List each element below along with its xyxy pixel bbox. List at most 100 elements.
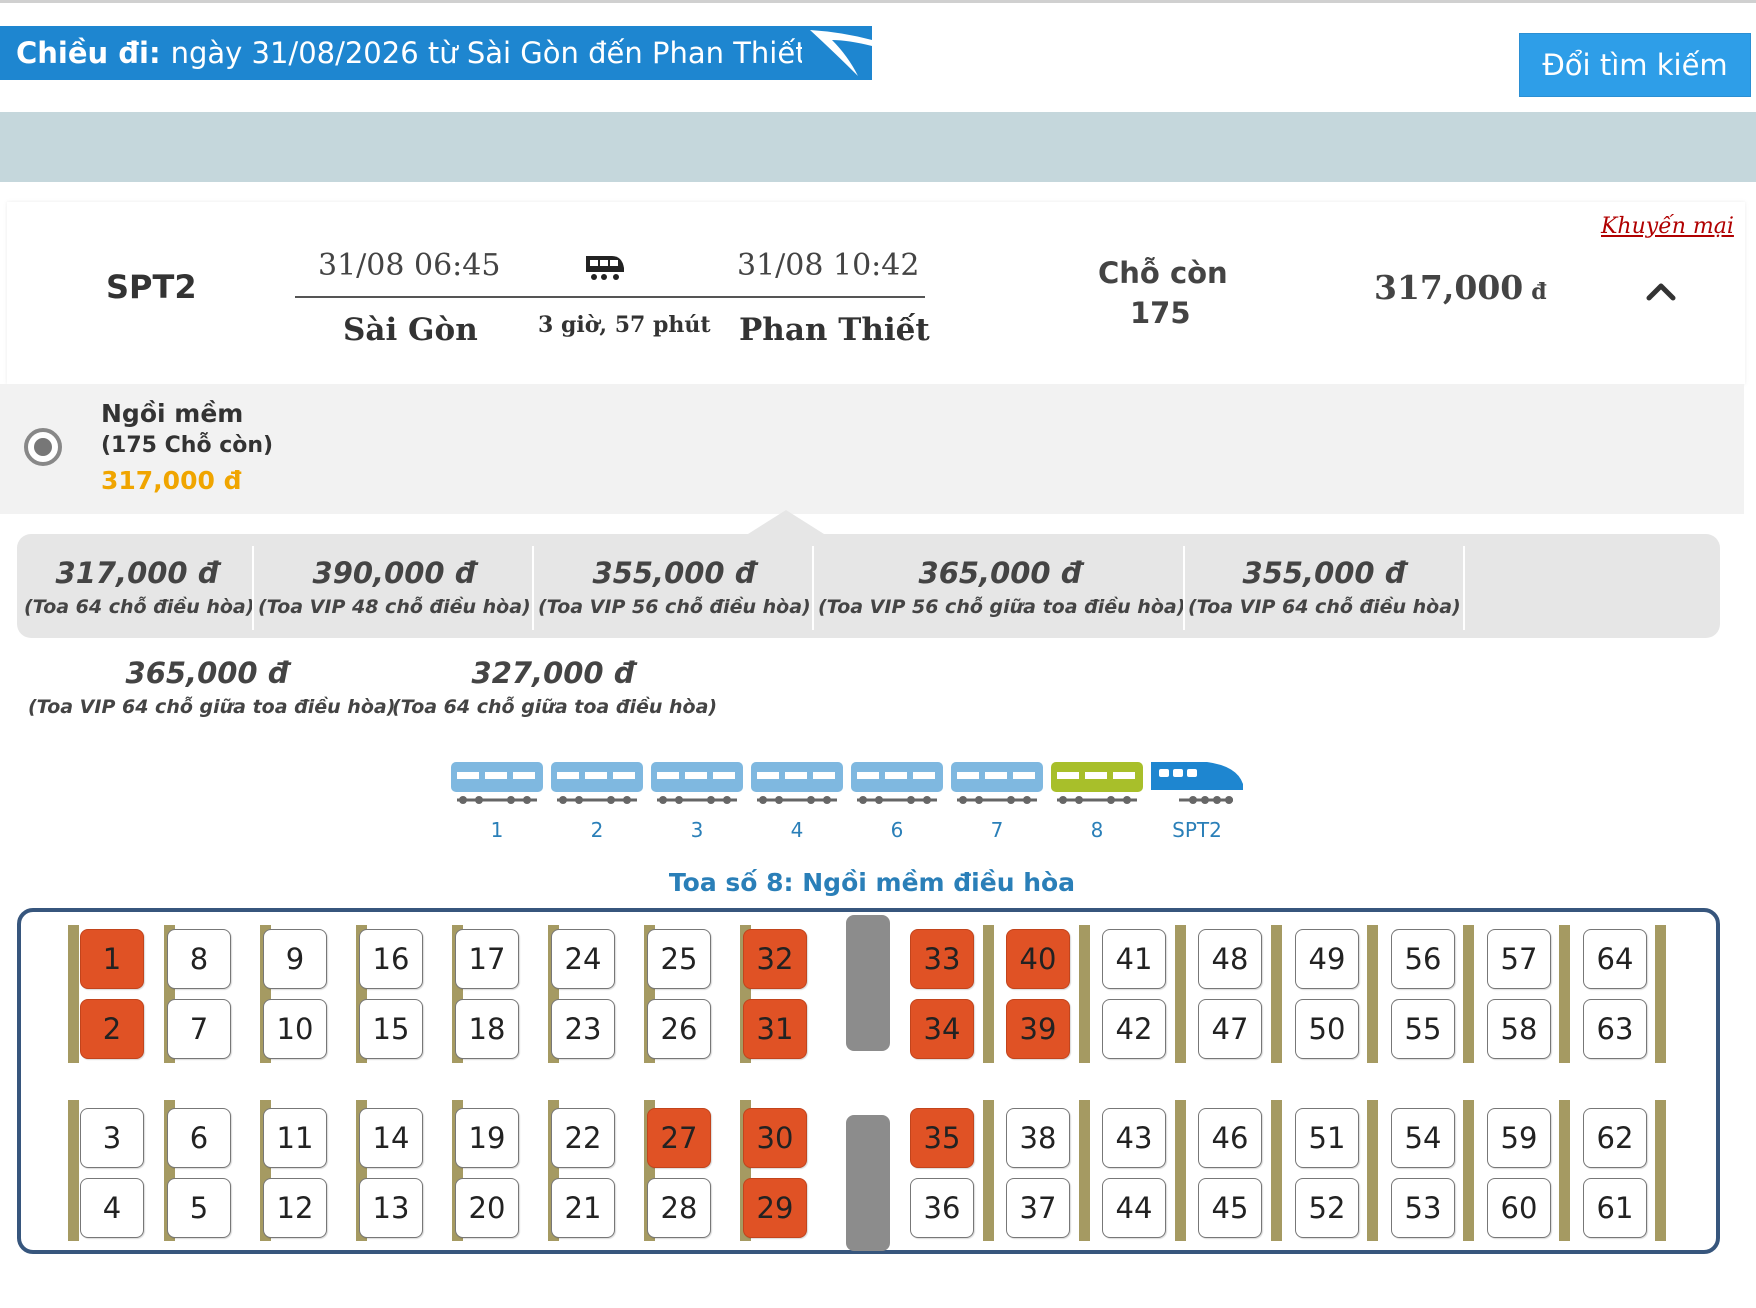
car-label[interactable]: 1 [490, 818, 504, 842]
seat-60[interactable]: 60 [1487, 1178, 1551, 1238]
car-label[interactable]: 4 [790, 818, 804, 842]
locomotive-icon[interactable] [1149, 758, 1245, 808]
promotion-link[interactable]: Khuyến mại [1601, 214, 1734, 239]
seat-class-option[interactable] [0, 384, 1744, 514]
seat-6[interactable]: 6 [167, 1108, 231, 1168]
seat-19[interactable]: 19 [455, 1108, 519, 1168]
seat-21[interactable]: 21 [551, 1178, 615, 1238]
car-label[interactable]: 3 [690, 818, 704, 842]
car-4[interactable] [749, 758, 845, 808]
seat-55[interactable]: 55 [1391, 999, 1455, 1059]
seat-50[interactable]: 50 [1295, 999, 1359, 1059]
car-2[interactable] [549, 758, 645, 808]
window-pillar [356, 925, 367, 1063]
fare-option[interactable]: 327,000 đ (Toa 64 chỗ giữa toa điều hòa) [392, 656, 717, 718]
seat-32[interactable]: 32 [743, 929, 807, 989]
seat-25[interactable]: 25 [647, 929, 711, 989]
seat-58[interactable]: 58 [1487, 999, 1551, 1059]
car-label[interactable]: 6 [890, 818, 904, 842]
seat-44[interactable]: 44 [1102, 1178, 1166, 1238]
seat-43[interactable]: 43 [1102, 1108, 1166, 1168]
seat-17[interactable]: 17 [455, 929, 519, 989]
seat-61[interactable]: 61 [1583, 1178, 1647, 1238]
fare-option[interactable]: 365,000 đ (Toa VIP 64 chỗ giữa toa điều … [28, 656, 395, 718]
seat-11[interactable]: 11 [263, 1108, 327, 1168]
seat-7[interactable]: 7 [167, 999, 231, 1059]
car-label[interactable]: SPT2 [1172, 818, 1222, 842]
seat-53[interactable]: 53 [1391, 1178, 1455, 1238]
window-pillar [164, 1100, 175, 1241]
seat-37[interactable]: 37 [1006, 1178, 1070, 1238]
seat-39[interactable]: 39 [1006, 999, 1070, 1059]
fare-option[interactable]: 355,000 đ (Toa VIP 56 chỗ điều hòa) [538, 556, 811, 618]
seat-28[interactable]: 28 [647, 1178, 711, 1238]
seat-15[interactable]: 15 [359, 999, 423, 1059]
seat-27[interactable]: 27 [647, 1108, 711, 1168]
seat-56[interactable]: 56 [1391, 929, 1455, 989]
seat-42[interactable]: 42 [1102, 999, 1166, 1059]
seat-40[interactable]: 40 [1006, 929, 1070, 989]
seat-54[interactable]: 54 [1391, 1108, 1455, 1168]
seat-41[interactable]: 41 [1102, 929, 1166, 989]
seat-47[interactable]: 47 [1198, 999, 1262, 1059]
seat-class-radio[interactable] [24, 428, 62, 466]
change-search-button[interactable]: Đổi tìm kiếm [1519, 33, 1751, 97]
car-label[interactable]: 2 [590, 818, 604, 842]
seat-62[interactable]: 62 [1583, 1108, 1647, 1168]
seat-30[interactable]: 30 [743, 1108, 807, 1168]
seat-45[interactable]: 45 [1198, 1178, 1262, 1238]
seat-5[interactable]: 5 [167, 1178, 231, 1238]
seat-23[interactable]: 23 [551, 999, 615, 1059]
fare-option[interactable]: 355,000 đ (Toa VIP 64 chỗ điều hòa) [1188, 556, 1461, 618]
seat-63[interactable]: 63 [1583, 999, 1647, 1059]
fare-option[interactable]: 317,000 đ (Toa 64 chỗ điều hòa) [24, 556, 254, 618]
chevron-up-icon[interactable] [1646, 280, 1676, 302]
seat-22[interactable]: 22 [551, 1108, 615, 1168]
seat-10[interactable]: 10 [263, 999, 327, 1059]
seat-1[interactable]: 1 [80, 929, 144, 989]
seat-24[interactable]: 24 [551, 929, 615, 989]
seat-52[interactable]: 52 [1295, 1178, 1359, 1238]
seat-35[interactable]: 35 [910, 1108, 974, 1168]
window-pillar [548, 1100, 559, 1241]
seat-51[interactable]: 51 [1295, 1108, 1359, 1168]
train-card[interactable] [7, 202, 1745, 384]
seat-12[interactable]: 12 [263, 1178, 327, 1238]
seat-29[interactable]: 29 [743, 1178, 807, 1238]
seat-31[interactable]: 31 [743, 999, 807, 1059]
window-pillar [356, 1100, 367, 1241]
window-pillar [740, 925, 751, 1063]
seat-3[interactable]: 3 [80, 1108, 144, 1168]
seat-57[interactable]: 57 [1487, 929, 1551, 989]
seat-2[interactable]: 2 [80, 999, 144, 1059]
window-pillar [1463, 925, 1474, 1063]
car-3[interactable] [649, 758, 745, 808]
seat-64[interactable]: 64 [1583, 929, 1647, 989]
seat-48[interactable]: 48 [1198, 929, 1262, 989]
car-7[interactable] [949, 758, 1045, 808]
car-label[interactable]: 8 [1090, 818, 1104, 842]
seat-13[interactable]: 13 [359, 1178, 423, 1238]
seat-36[interactable]: 36 [910, 1178, 974, 1238]
seat-4[interactable]: 4 [80, 1178, 144, 1238]
seat-9[interactable]: 9 [263, 929, 327, 989]
seat-49[interactable]: 49 [1295, 929, 1359, 989]
seat-34[interactable]: 34 [910, 999, 974, 1059]
seat-38[interactable]: 38 [1006, 1108, 1070, 1168]
car-6[interactable] [849, 758, 945, 808]
fare-option[interactable]: 390,000 đ (Toa VIP 48 chỗ điều hòa) [258, 556, 531, 618]
seat-59[interactable]: 59 [1487, 1108, 1551, 1168]
seat-8[interactable]: 8 [167, 929, 231, 989]
car-1[interactable] [449, 758, 545, 808]
car-8[interactable] [1049, 758, 1145, 808]
seat-20[interactable]: 20 [455, 1178, 519, 1238]
window-pillar [1655, 1100, 1666, 1241]
car-label[interactable]: 7 [990, 818, 1004, 842]
seat-16[interactable]: 16 [359, 929, 423, 989]
seat-46[interactable]: 46 [1198, 1108, 1262, 1168]
seat-26[interactable]: 26 [647, 999, 711, 1059]
seat-14[interactable]: 14 [359, 1108, 423, 1168]
seat-33[interactable]: 33 [910, 929, 974, 989]
seat-18[interactable]: 18 [455, 999, 519, 1059]
fare-option[interactable]: 365,000 đ (Toa VIP 56 chỗ giữa toa điều … [818, 556, 1185, 618]
